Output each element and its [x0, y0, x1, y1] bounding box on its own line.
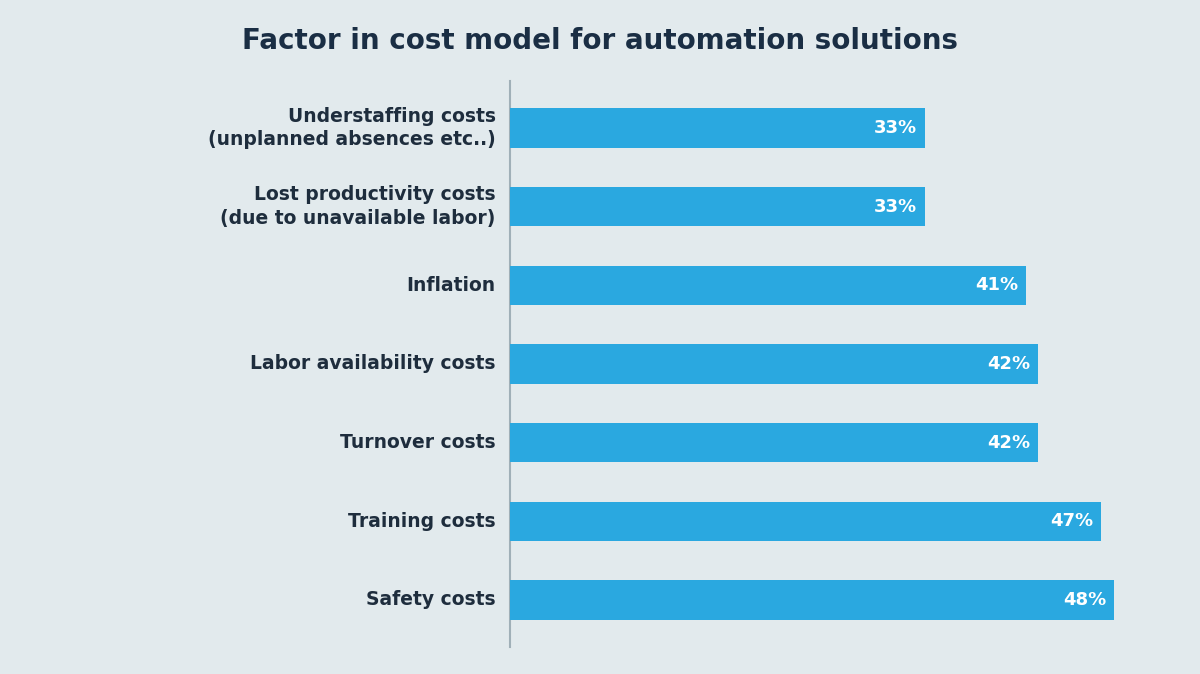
Bar	[510, 501, 1102, 541]
Bar	[510, 344, 1038, 384]
Text: 41%: 41%	[974, 276, 1018, 295]
Text: Understaffing costs
(unplanned absences etc..): Understaffing costs (unplanned absences …	[208, 106, 496, 150]
Bar	[510, 109, 925, 148]
Text: Training costs: Training costs	[348, 512, 496, 530]
Text: Turnover costs: Turnover costs	[340, 433, 496, 452]
Text: Inflation: Inflation	[407, 276, 496, 295]
Bar	[510, 580, 1114, 619]
Text: Safety costs: Safety costs	[366, 590, 496, 609]
Text: Labor availability costs: Labor availability costs	[250, 355, 496, 373]
Bar	[510, 187, 925, 226]
Text: 48%: 48%	[1063, 591, 1106, 609]
Bar	[510, 423, 1038, 462]
Bar	[510, 266, 1026, 305]
Text: 33%: 33%	[875, 197, 918, 216]
Text: 42%: 42%	[988, 433, 1031, 452]
Text: 42%: 42%	[988, 355, 1031, 373]
Text: 33%: 33%	[875, 119, 918, 137]
Text: Lost productivity costs
(due to unavailable labor): Lost productivity costs (due to unavaila…	[220, 185, 496, 228]
Text: 47%: 47%	[1050, 512, 1093, 530]
Text: Factor in cost model for automation solutions: Factor in cost model for automation solu…	[242, 27, 958, 55]
